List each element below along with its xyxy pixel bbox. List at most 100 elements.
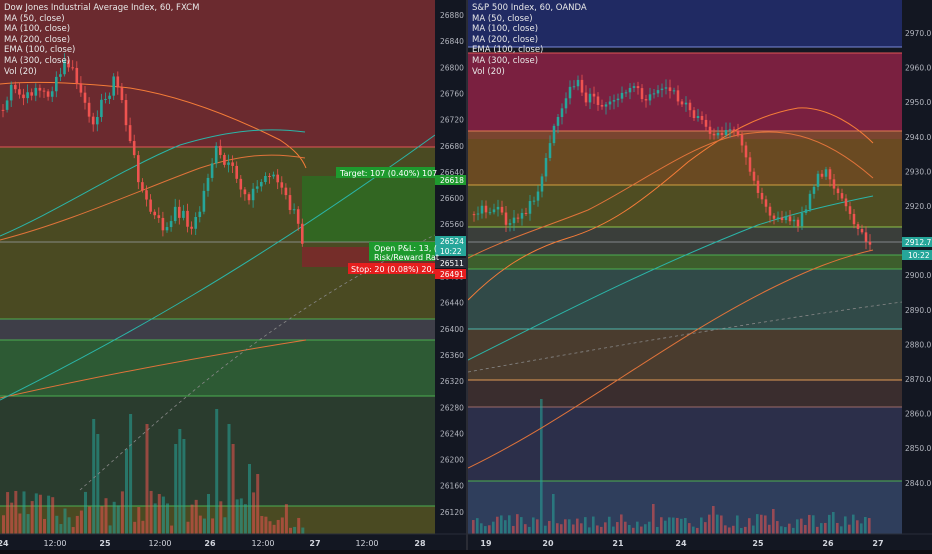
candle-body <box>860 229 864 233</box>
volume-bar <box>18 513 22 534</box>
indicator-ma200[interactable]: MA (200, close) <box>472 34 539 45</box>
indicator-ma300[interactable]: MA (300, close) <box>472 55 539 66</box>
open-price-badge <box>435 258 466 268</box>
indicator-volume[interactable]: Vol (20) <box>472 66 505 77</box>
candle-body <box>120 87 124 101</box>
candle-body <box>852 213 856 225</box>
volume-bar <box>524 524 527 534</box>
volume-bar <box>149 490 153 534</box>
zone-dark-brown <box>468 380 902 407</box>
volume-bar <box>79 510 83 534</box>
price-tick-label: 26840 <box>440 37 464 46</box>
candle-body <box>132 141 136 156</box>
risk-reward-label: Risk/Reward Rat <box>374 253 439 262</box>
time-tick-label: 26 <box>822 539 834 548</box>
candle-body <box>720 133 724 136</box>
volume-bar <box>293 526 297 534</box>
pane-divider[interactable] <box>466 0 468 550</box>
price-tick-label: 2880.0 <box>905 340 931 349</box>
candle-body <box>1 109 5 111</box>
candle-body <box>544 158 548 177</box>
indicator-ema100[interactable]: EMA (100, close) <box>4 45 76 56</box>
price-axis[interactable] <box>902 0 932 534</box>
candle-body <box>528 201 532 214</box>
candle-body <box>568 86 572 99</box>
candle-body <box>83 92 87 103</box>
dji-chart-pane[interactable]: 26880 26840 26800 26760 26720 26680 26640 26600… <box>0 0 466 550</box>
candle-body <box>616 98 620 101</box>
volume-bar <box>174 444 178 534</box>
volume-bar <box>284 504 288 534</box>
indicator-ma300[interactable]: MA (300, close) <box>4 55 71 66</box>
volume-bar <box>692 526 695 534</box>
ema-100-line <box>0 129 306 237</box>
volume-bar <box>776 521 779 534</box>
time-tick-label: 28 <box>414 539 426 548</box>
candle-body <box>732 129 736 131</box>
volume-bar <box>92 419 96 534</box>
pnl-label-box[interactable] <box>369 242 435 261</box>
volume-bar <box>640 526 643 534</box>
spx-chart-canvas[interactable]: 2970.02960.02950.02940.02930.02920.02910… <box>467 0 932 550</box>
indicator-ma50[interactable]: MA (50, close) <box>4 13 65 24</box>
candle-body <box>864 232 868 242</box>
volume-bar <box>38 494 42 534</box>
volume-bar <box>672 517 675 534</box>
volume-bar <box>516 514 519 534</box>
price-candles <box>1 53 304 247</box>
spx-chart-pane[interactable]: 2970.02960.02950.02940.02930.02920.02910… <box>467 0 932 550</box>
time-tick-label: 24 <box>0 539 9 548</box>
countdown-text: 10:22 <box>908 251 930 260</box>
indicator-ma50[interactable]: MA (50, close) <box>472 13 533 24</box>
candle-body <box>752 171 756 181</box>
price-tick-label: 26280 <box>440 403 464 412</box>
time-axis[interactable] <box>0 534 466 550</box>
volume-bar <box>852 514 855 534</box>
volume-bar <box>864 516 867 534</box>
candle-body <box>59 74 62 77</box>
target-label-box[interactable] <box>336 167 435 178</box>
target-zone[interactable] <box>302 176 435 242</box>
volume-bar <box>289 527 292 534</box>
time-tick-label: 21 <box>612 539 624 548</box>
price-tick-label: 26360 <box>440 351 464 360</box>
candle-body <box>796 219 800 227</box>
candle-body <box>124 100 128 126</box>
candle-body <box>772 215 776 219</box>
volume-bar <box>161 496 165 534</box>
candle-body <box>764 199 768 207</box>
time-axis[interactable] <box>468 534 932 550</box>
volume-bar <box>800 518 803 534</box>
volume-bar <box>182 439 186 534</box>
candle-body <box>676 90 680 102</box>
indicator-ma200[interactable]: MA (200, close) <box>4 34 71 45</box>
ma-50-line <box>467 107 874 301</box>
volume-bar <box>784 527 787 534</box>
dji-chart-canvas[interactable]: 26880 26840 26800 26760 26720 26680 26640 26600… <box>0 0 466 550</box>
indicator-ma100[interactable]: MA (100, close) <box>472 24 539 35</box>
chart-title[interactable]: S&P 500 Index, 60, OANDA <box>472 3 587 13</box>
candle-body <box>157 215 161 218</box>
dji-legend: Dow Jones Industrial Average Index, 60, … <box>4 3 199 77</box>
candle-body <box>780 217 784 221</box>
candle-body <box>788 216 792 222</box>
last-price-text: 2912.7 <box>905 238 931 247</box>
candle-body <box>532 200 536 202</box>
volume-bar <box>772 509 775 534</box>
volume-bar <box>648 521 651 534</box>
volume-bar <box>832 512 835 534</box>
volume-bar <box>301 527 305 534</box>
indicator-ema100[interactable]: EMA (100, close) <box>472 45 544 56</box>
candle-body <box>660 88 664 91</box>
candle-body <box>804 209 808 213</box>
indicator-volume[interactable]: Vol (20) <box>4 66 37 77</box>
volume-bar <box>231 444 235 534</box>
indicator-ma100[interactable]: MA (100, close) <box>4 24 71 35</box>
candle-body <box>186 210 189 227</box>
zone-indigo <box>468 407 902 481</box>
candle-body <box>832 179 836 189</box>
volume-bar <box>656 526 659 534</box>
stop-label-box[interactable] <box>348 263 435 274</box>
chart-title[interactable]: Dow Jones Industrial Average Index, 60, … <box>4 3 200 13</box>
time-tick-label: 27 <box>309 539 320 548</box>
